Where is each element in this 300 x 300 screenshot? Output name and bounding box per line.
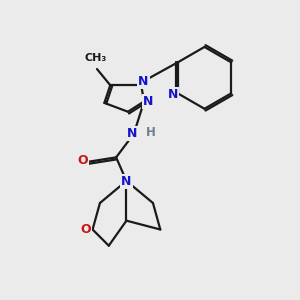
Text: N: N [168, 88, 178, 101]
Text: N: N [143, 95, 154, 108]
Text: N: N [121, 175, 132, 188]
Text: O: O [78, 154, 88, 167]
Text: O: O [81, 223, 92, 236]
Text: N: N [127, 127, 137, 140]
Text: CH₃: CH₃ [84, 52, 107, 62]
Text: H: H [146, 126, 155, 140]
Text: N: N [138, 75, 149, 88]
